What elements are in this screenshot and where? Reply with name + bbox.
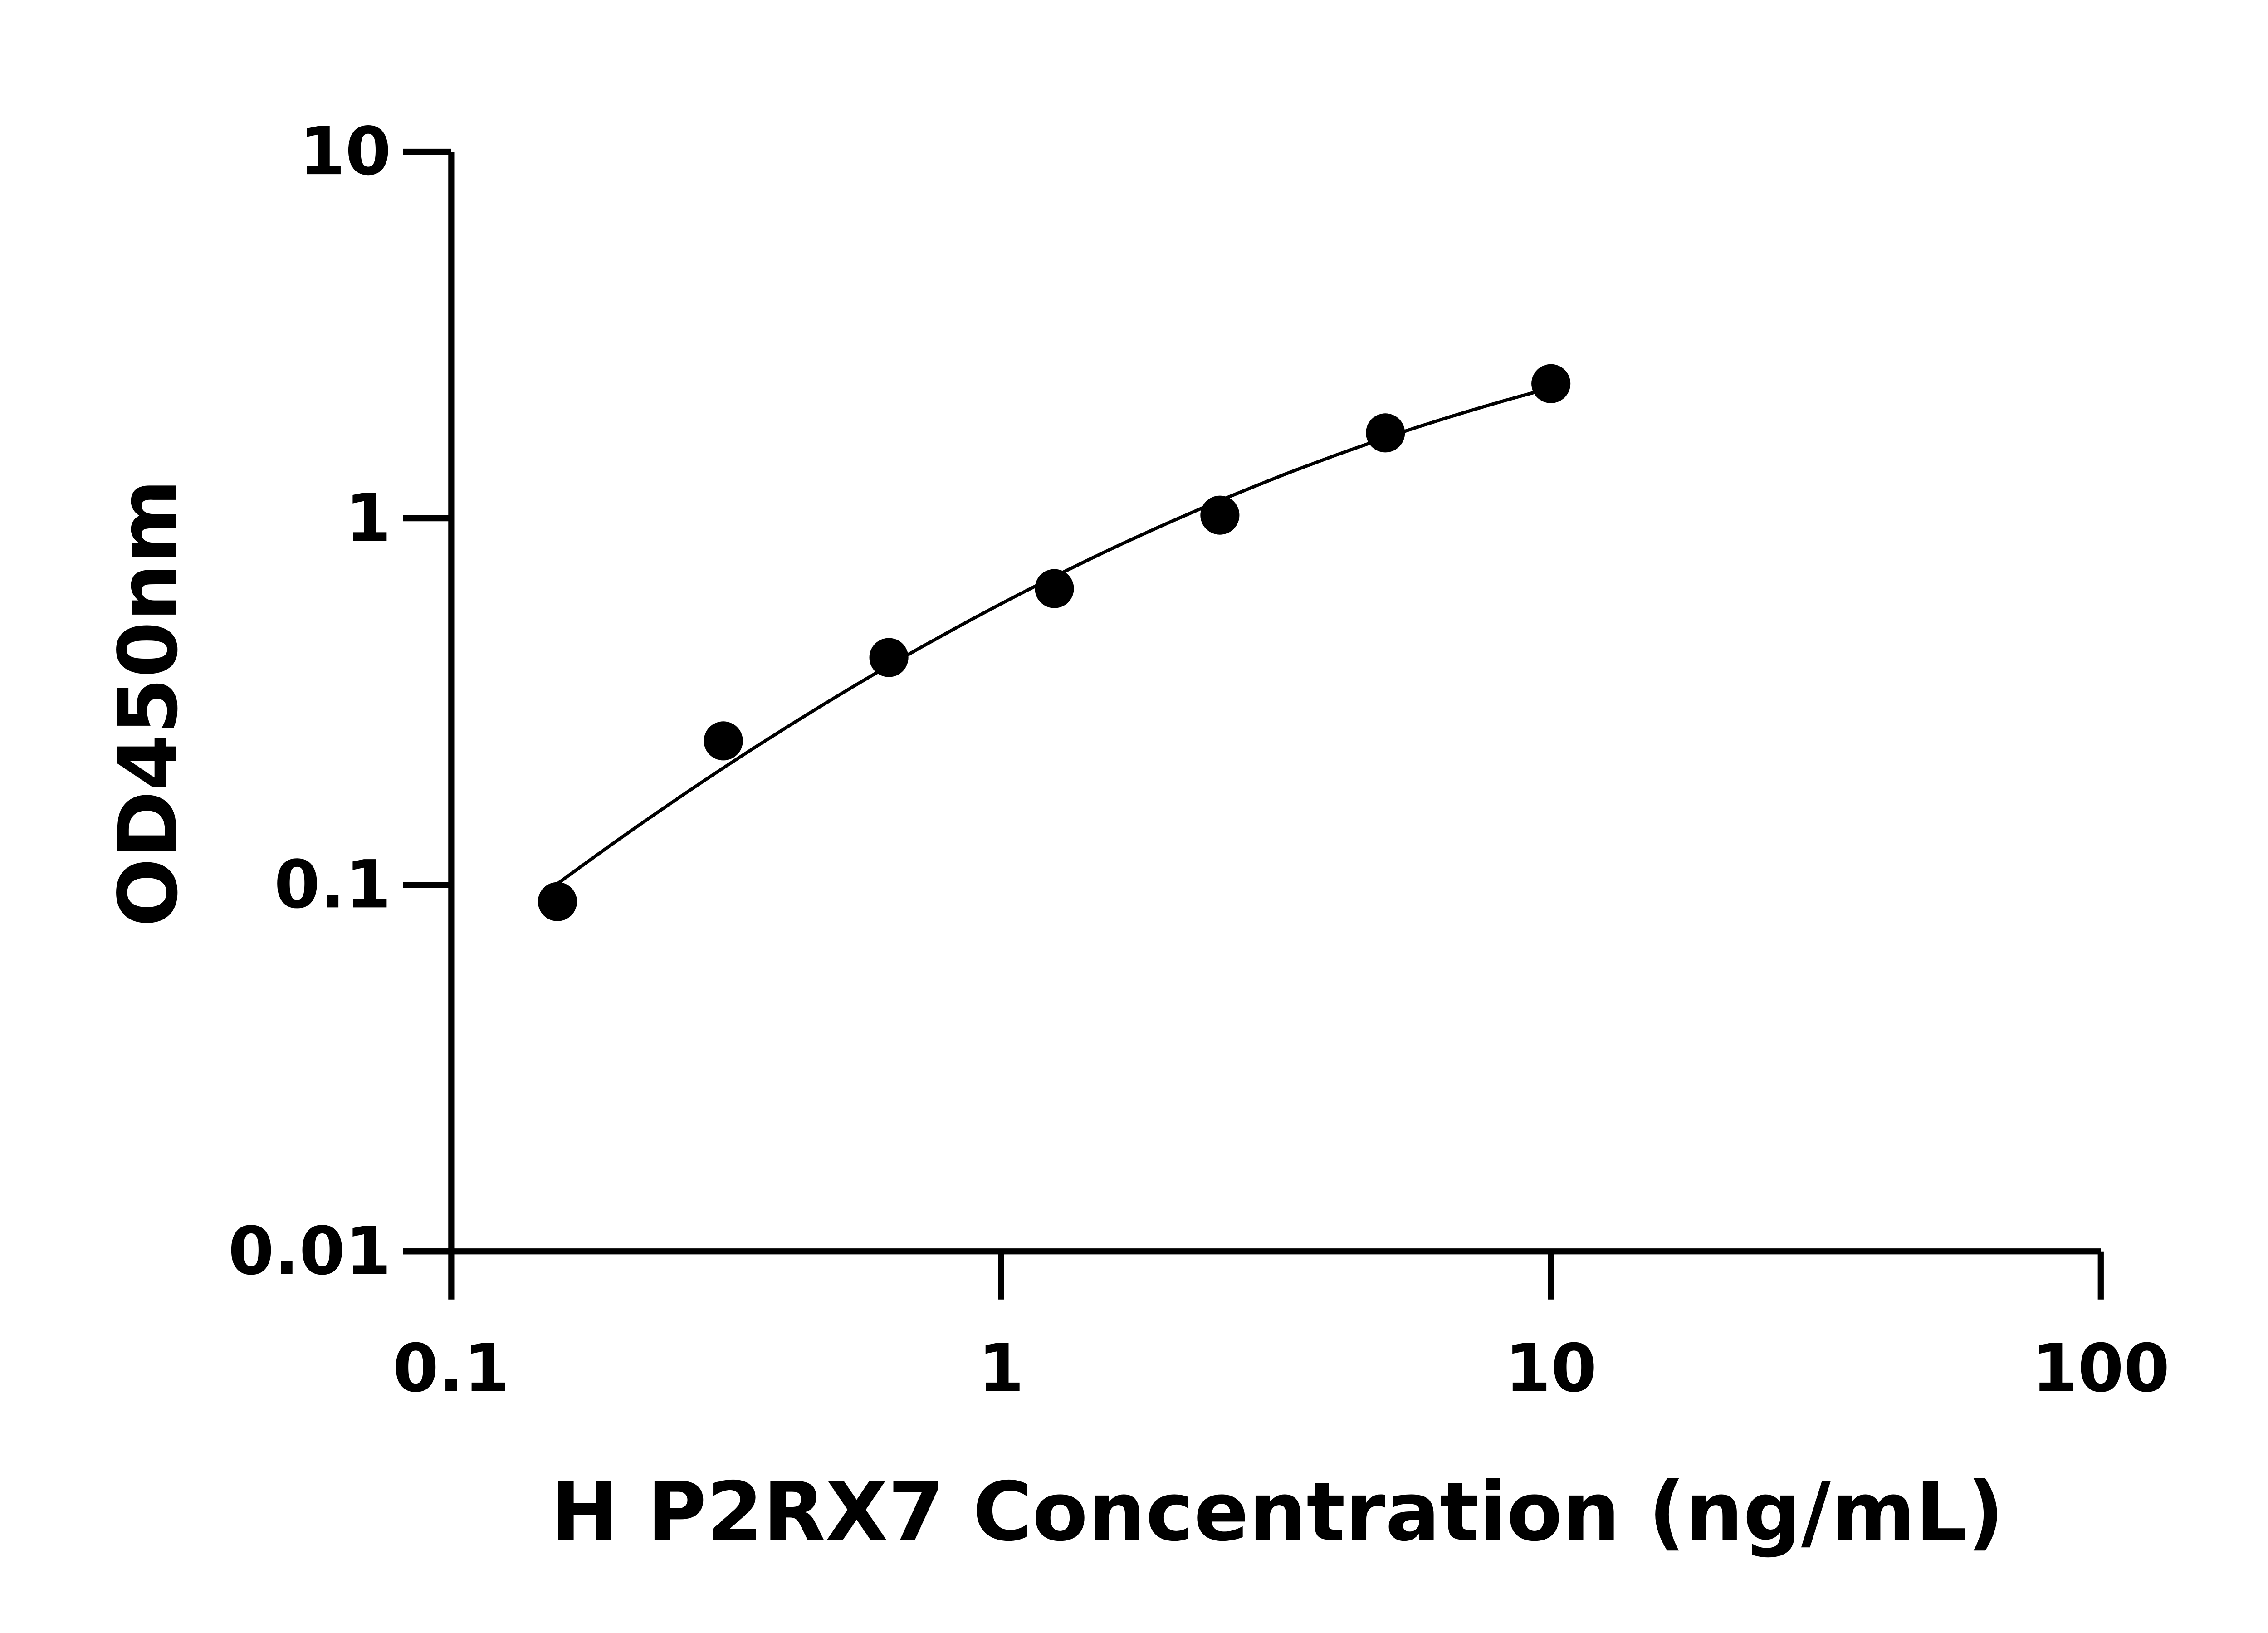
x-tick-label: 1 — [978, 1330, 1024, 1407]
data-point — [1531, 364, 1571, 403]
fit-curve — [556, 386, 1552, 885]
y-tick-label: 0.01 — [228, 1213, 391, 1290]
y-tick-label: 1 — [345, 480, 391, 557]
data-point — [704, 721, 743, 761]
data-point — [1200, 495, 1240, 535]
y-tick-label: 10 — [299, 113, 391, 190]
y-axis-label: OD450nm — [102, 479, 196, 927]
x-tick-label: 0.1 — [393, 1330, 510, 1407]
y-tick-label: 0.1 — [274, 846, 391, 923]
data-point — [1035, 569, 1074, 608]
x-tick-label: 10 — [1505, 1330, 1597, 1407]
data-point — [869, 638, 909, 677]
data-point — [538, 882, 577, 921]
data-points — [538, 364, 1571, 921]
data-point — [1366, 413, 1405, 453]
x-tick-label: 100 — [2032, 1330, 2170, 1407]
x-axis-label: H P2RX7 Concentration (ng/mL) — [551, 1465, 2004, 1560]
